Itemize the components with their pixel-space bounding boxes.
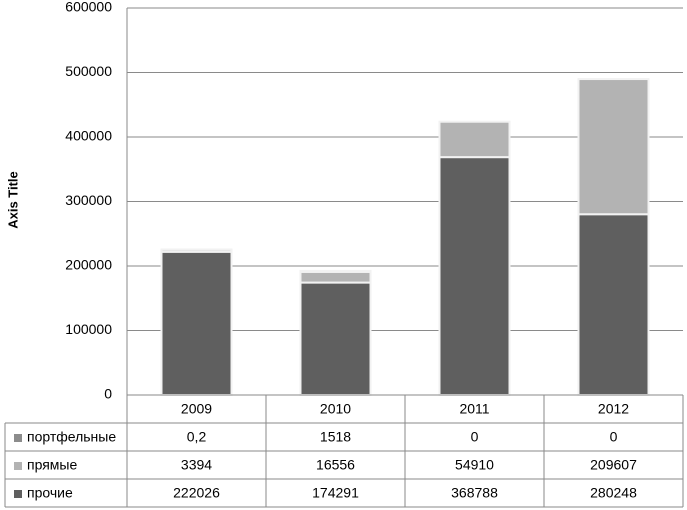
table-cell: 222026 bbox=[173, 485, 220, 501]
table-cell: 209607 bbox=[590, 457, 637, 473]
y-tick-label: 600000 bbox=[65, 0, 112, 15]
y-tick-label: 500000 bbox=[65, 63, 112, 79]
x-tick-label: 2011 bbox=[459, 401, 489, 417]
table-cell: 0 bbox=[471, 429, 479, 445]
y-axis-title: Axis Title bbox=[5, 171, 20, 229]
x-tick-label: 2012 bbox=[598, 401, 629, 417]
table-cell: 174291 bbox=[312, 485, 359, 501]
y-tick-label: 300000 bbox=[65, 192, 112, 208]
bar-segment bbox=[438, 156, 511, 396]
table-cell: 1518 bbox=[320, 429, 351, 445]
table-cell: 0 bbox=[610, 429, 618, 445]
table-cell: 368788 bbox=[451, 485, 498, 501]
table-cell: 54910 bbox=[455, 457, 494, 473]
bar-segment bbox=[160, 250, 233, 396]
table-cell: 0,2 bbox=[187, 429, 207, 445]
bar-segment bbox=[438, 120, 511, 159]
y-tick-label: 0 bbox=[104, 386, 112, 402]
y-tick-label: 400000 bbox=[65, 128, 112, 144]
legend-label: прочие bbox=[27, 485, 73, 501]
legend-label: прямые bbox=[27, 457, 77, 473]
table-cell: 280248 bbox=[590, 485, 637, 501]
bar-segment bbox=[577, 213, 650, 396]
x-tick-label: 2010 bbox=[320, 401, 351, 417]
y-tick-label: 200000 bbox=[65, 257, 112, 273]
bar-segment bbox=[299, 281, 372, 396]
legend-label: портфельные bbox=[27, 429, 116, 445]
y-tick-label: 100000 bbox=[65, 321, 112, 337]
bar-segment bbox=[577, 78, 650, 216]
table-cell: 3394 bbox=[181, 457, 212, 473]
legend-swatch bbox=[14, 434, 22, 442]
bar-segment bbox=[299, 270, 372, 284]
x-tick-label: 2009 bbox=[181, 401, 212, 417]
bar-segment bbox=[299, 269, 372, 273]
table-cell: 16556 bbox=[316, 457, 355, 473]
legend-swatch bbox=[14, 490, 22, 498]
legend-swatch bbox=[14, 462, 22, 470]
